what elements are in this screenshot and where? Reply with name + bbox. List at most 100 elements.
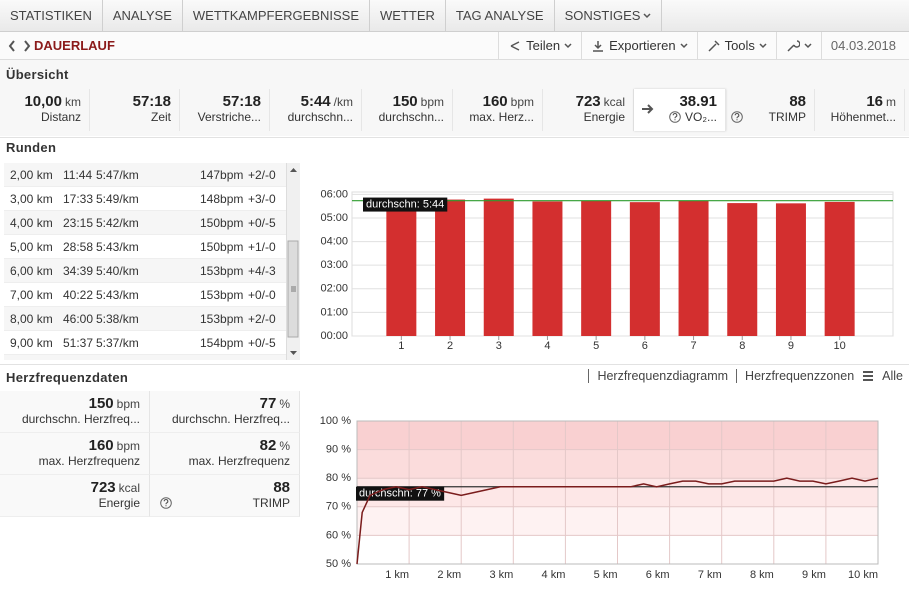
chevron (643, 12, 651, 18)
arrow-icon (642, 104, 654, 114)
x-tick-label: 1 (398, 340, 404, 352)
lap-cell: +4/-3 (248, 264, 276, 278)
nav-tab-label: WETTER (380, 8, 435, 23)
stat-label-row: Höhenmet... (815, 110, 896, 124)
bar (824, 201, 855, 336)
lap-cell: 11:44 (63, 168, 93, 182)
lap-cell: 2,00 km (10, 168, 53, 182)
toolbar-button[interactable]: Exportieren (581, 32, 696, 59)
stat-label: durchschn. Herzfreq... (21, 412, 140, 426)
lap-cell: 153bpm (200, 288, 244, 302)
stat-cell: 150 bpm durchschn... (362, 89, 453, 131)
y-tick-label: 06:00 (320, 188, 348, 200)
x-tick-label: 10 km (848, 569, 878, 581)
stat-cell: 57:18 Verstriche... (180, 89, 270, 131)
hr-tab[interactable]: Alle (882, 369, 903, 383)
stat-unit: bpm (116, 397, 140, 411)
stat-number: 723 (90, 479, 116, 496)
stat-unit: bpm (510, 95, 534, 109)
lap-cell: +0/-0 (248, 288, 276, 302)
average-label: durchschn: 5:44 (366, 199, 444, 211)
stat-number: 88 (789, 93, 806, 110)
stat-label: TRIMP (252, 496, 290, 510)
hr-stat-cell: 160 bpm max. Herzfrequenz (0, 433, 150, 475)
nav-tab[interactable]: WETTKAMPFERGEBNISSE (183, 0, 371, 31)
stat-value: 10,00 km (0, 93, 81, 110)
lap-row: 6,00 km 34:39 5:40/km 153bpm +4/-3 (4, 259, 286, 283)
stat-number: 5:44 (300, 93, 331, 110)
y-tick-label: 70 % (326, 501, 351, 513)
average-label-box (356, 486, 445, 501)
stat-label-row: max. Herz... (453, 110, 534, 124)
stat-label: max. Herzfrequenz (188, 454, 290, 468)
x-tick-label: 8 km (750, 569, 774, 581)
x-tick-label: 9 (788, 340, 794, 352)
lap-cell: 5:37/km (96, 336, 139, 350)
x-tick-label: 9 km (802, 569, 826, 581)
lap-cell: 6,00 km (10, 264, 53, 278)
lap-cell: 8,00 km (10, 312, 53, 326)
stat-number: 160 (88, 437, 114, 454)
chevron-shape (643, 12, 651, 18)
toolbar-button[interactable]: Tools (696, 32, 776, 59)
hr-stat-cell: 82% max. Herzfrequenz (150, 433, 300, 475)
button-icon-shape (510, 40, 520, 51)
stat-number: 57:18 (132, 93, 171, 110)
nav-tab[interactable]: WETTER (370, 0, 446, 31)
activity-title: DAUERLAUF (34, 38, 115, 53)
stat-value: 88 (726, 93, 806, 110)
divider (0, 364, 909, 365)
lap-cell: +1/-0 (248, 240, 276, 254)
nav-tab[interactable]: SONSTIGES (555, 0, 663, 31)
stat-unit: kcal (118, 481, 140, 495)
list-icon-shape (863, 371, 874, 381)
nav-tab[interactable]: STATISTIKEN (0, 0, 103, 31)
nav-tab-label: WETTKAMPFERGEBNISSE (192, 8, 360, 23)
button-icon (708, 39, 720, 52)
stat-unit: km (65, 95, 81, 109)
stat-cell: 88 TRIMP (726, 89, 815, 131)
chevron-shape (564, 42, 572, 48)
nav-tab-label: SONSTIGES (564, 8, 641, 23)
stat-number: 150 (88, 395, 114, 412)
stat-label-row: Energie (543, 110, 625, 124)
nav-tab-label: ANALYSE (112, 8, 172, 23)
lap-cell: +2/-0 (248, 168, 276, 182)
stat-label-row: VO₂... (634, 110, 717, 124)
lap-cell: 5,00 km (10, 240, 53, 254)
toolbar-button[interactable]: Teilen (498, 32, 581, 59)
lap-cell: 40:22 (63, 288, 94, 302)
stat-cell: 5:44/km durchschn... (270, 89, 362, 131)
button-icon-shape (593, 40, 604, 52)
stat-cell: 57:18 Zeit (90, 89, 180, 131)
lap-cell: 34:39 (63, 264, 94, 278)
x-tick-label: 10 (834, 340, 846, 352)
stat-value: 160 bpm (0, 437, 140, 454)
hr-tab[interactable]: Herzfrequenzdiagramm (597, 369, 729, 383)
arrow-icon-shape (642, 104, 654, 114)
lap-cell: 153bpm (200, 312, 244, 326)
x-tick-label: 7 km (698, 569, 722, 581)
y-tick-label: 100 % (320, 415, 351, 427)
lap-cell: 7,00 km (10, 288, 53, 302)
nav-tab[interactable]: ANALYSE (103, 0, 183, 31)
stat-value: 82% (150, 437, 290, 454)
divider (0, 137, 909, 138)
stat-number: 77 (259, 395, 277, 412)
lap-cell: 150bpm (200, 240, 244, 254)
list-icon (863, 371, 874, 381)
tab-separator (588, 369, 590, 383)
wrench-button[interactable] (775, 32, 821, 59)
hr-tab[interactable]: Herzfrequenzzonen (745, 369, 855, 383)
nav-tab[interactable]: TAG ANALYSE (446, 0, 555, 31)
scrollbar[interactable] (286, 163, 300, 360)
lap-cell: +3/-0 (248, 192, 276, 206)
stat-value: 57:18 (90, 93, 171, 110)
y-tick-label: 80 % (326, 472, 351, 484)
x-tick-label: 2 km (437, 569, 461, 581)
nav-tab-label: STATISTIKEN (10, 8, 92, 23)
stat-value: 150 bpm (362, 93, 444, 110)
x-tick-label: 5 km (594, 569, 618, 581)
prev-next-arrows[interactable] (8, 40, 32, 52)
overview-heading: Übersicht (6, 67, 69, 82)
